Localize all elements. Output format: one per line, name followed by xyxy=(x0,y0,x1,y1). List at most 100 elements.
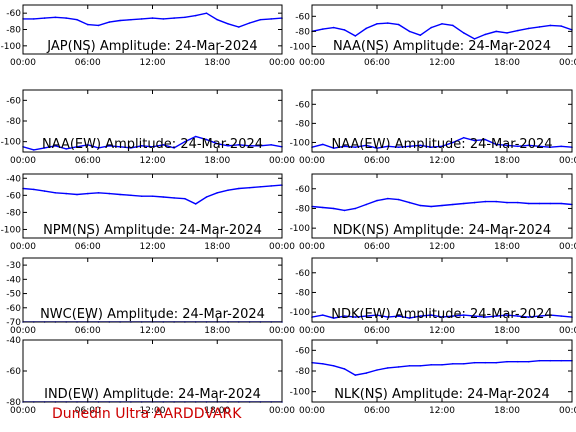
y-tick-label: -60 xyxy=(295,12,310,22)
x-tick-label: 00:00 xyxy=(10,156,36,166)
y-tick-label: -40 xyxy=(6,336,21,346)
y-tick-label: -50 xyxy=(6,290,21,300)
x-tick-label: 00:00 xyxy=(559,58,576,68)
data-point xyxy=(259,186,262,188)
x-tick-label: 00:00 xyxy=(269,326,295,336)
data-point xyxy=(397,146,400,148)
data-point xyxy=(484,138,487,141)
chart-panel-10: -100 -80 -60 00:00 06:00 12:00 18:00 00:00 NLK(N… xyxy=(290,339,576,416)
y-tick-label: -60 xyxy=(6,191,21,201)
y-tick-label: -80 xyxy=(6,208,21,218)
data-point xyxy=(560,359,562,362)
data-point xyxy=(332,147,335,149)
x-tick-label: 00:00 xyxy=(269,242,295,252)
data-point xyxy=(538,315,541,317)
data-point xyxy=(130,194,132,197)
y-tick-label: -60 xyxy=(295,269,310,279)
data-point xyxy=(484,33,487,36)
data-point xyxy=(473,139,476,142)
series-line xyxy=(312,197,572,212)
data-point xyxy=(343,368,346,370)
data-point xyxy=(484,361,487,364)
y-tick-label: -60 xyxy=(295,346,310,356)
x-tick-label: 00:00 xyxy=(269,58,295,68)
y-tick-label: -100 xyxy=(1,225,22,235)
data-point xyxy=(452,363,454,365)
data-point xyxy=(430,314,433,316)
x-tick-label: 12:00 xyxy=(140,242,166,252)
data-point xyxy=(87,144,89,146)
data-point xyxy=(87,23,89,26)
series-line xyxy=(23,12,282,28)
data-point xyxy=(408,317,411,319)
x-tick-label: 12:00 xyxy=(429,406,455,416)
data-point xyxy=(365,372,368,374)
data-point xyxy=(65,192,67,195)
data-point xyxy=(194,203,197,205)
x-tick-label: 18:00 xyxy=(494,156,520,166)
data-point xyxy=(462,314,465,316)
data-point xyxy=(248,186,251,189)
data-point xyxy=(151,146,154,148)
data-point xyxy=(452,315,454,317)
data-point xyxy=(397,198,400,201)
x-tick-label: 12:00 xyxy=(140,58,166,68)
data-point xyxy=(343,209,346,212)
x-tick-label: 00:00 xyxy=(299,58,325,68)
data-point xyxy=(484,316,487,318)
data-point xyxy=(238,144,240,146)
data-point xyxy=(162,196,165,198)
data-point xyxy=(270,185,273,187)
data-point xyxy=(452,141,454,144)
data-point xyxy=(140,145,143,147)
chart-title: JAP(NS) Amplitude: 24-Mar-2024 xyxy=(46,39,257,54)
data-point xyxy=(33,149,35,151)
data-point xyxy=(408,201,411,204)
y-tick-label: -40 xyxy=(6,275,21,285)
x-tick-label: 12:00 xyxy=(140,406,166,416)
x-tick-label: 12:00 xyxy=(429,58,455,68)
x-tick-label: 18:00 xyxy=(494,406,520,416)
chart-title: NAA(EW) Amplitude: 24-Mar-2024 xyxy=(42,137,263,152)
x-tick-label: 00:00 xyxy=(299,406,325,416)
x-tick-label: 18:00 xyxy=(204,406,230,416)
x-tick-label: 06:00 xyxy=(364,58,390,68)
x-tick-label: 06:00 xyxy=(364,156,390,166)
x-tick-label: 00:00 xyxy=(299,242,325,252)
data-point xyxy=(108,192,111,195)
y-tick-label: -80 xyxy=(295,288,310,298)
x-tick-label: 06:00 xyxy=(364,326,390,336)
chart-title: NPM(NS) Amplitude: 24-Mar-2024 xyxy=(43,223,262,238)
data-point xyxy=(538,145,541,148)
y-tick-label: -60 xyxy=(6,367,21,377)
data-point xyxy=(365,203,368,206)
data-point xyxy=(560,25,562,27)
footer-label: Dunedin Ultra AARDDVARK xyxy=(52,406,242,422)
data-point xyxy=(441,145,443,148)
data-point xyxy=(97,147,100,149)
data-point xyxy=(97,192,100,194)
data-point xyxy=(441,204,443,207)
data-point xyxy=(227,23,229,25)
data-point xyxy=(227,145,229,147)
data-point xyxy=(560,315,562,317)
data-point xyxy=(33,18,35,20)
x-tick-label: 18:00 xyxy=(204,242,230,252)
x-tick-label: 12:00 xyxy=(429,242,455,252)
y-tick-label: -60 xyxy=(295,185,310,195)
x-tick-label: 00:00 xyxy=(269,156,295,166)
data-point xyxy=(462,136,465,139)
data-point xyxy=(527,144,530,147)
x-tick-label: 12:00 xyxy=(140,326,166,336)
y-tick-label: -40 xyxy=(6,174,21,184)
data-point xyxy=(549,24,552,27)
data-point xyxy=(527,360,530,363)
data-point xyxy=(517,29,519,32)
data-point xyxy=(248,22,251,24)
data-point xyxy=(419,204,422,207)
data-point xyxy=(248,145,251,147)
x-tick-label: 00:00 xyxy=(299,156,325,166)
data-point xyxy=(65,17,67,19)
chart-title: NWC(EW) Amplitude: 24-Mar-2024 xyxy=(40,307,265,322)
data-point xyxy=(419,144,422,147)
